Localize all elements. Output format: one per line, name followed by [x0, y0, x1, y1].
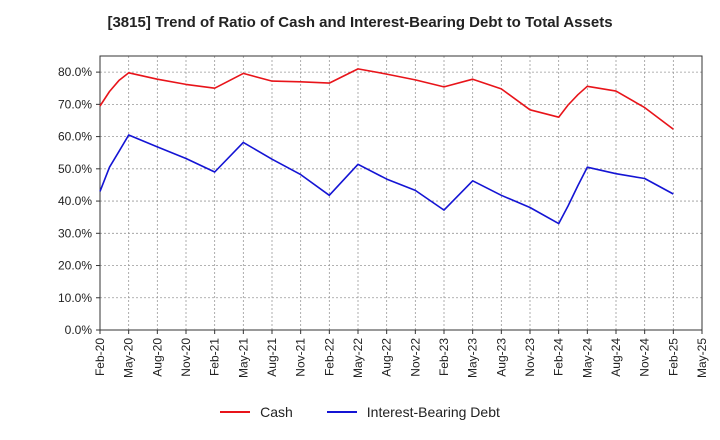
- x-tick-label: Feb-22: [322, 338, 336, 376]
- y-tick-label: 60.0%: [58, 130, 92, 144]
- x-tick-label: Aug-22: [380, 338, 394, 377]
- x-tick-label: Aug-23: [494, 338, 508, 377]
- x-tick-label: Feb-21: [208, 338, 222, 376]
- y-tick-label: 40.0%: [58, 194, 92, 208]
- x-tick-label: May-25: [695, 338, 709, 378]
- x-tick-label: May-20: [122, 338, 136, 378]
- x-tick-label: Nov-20: [179, 338, 193, 377]
- x-tick-label: Nov-21: [294, 338, 308, 377]
- legend-swatch-cash: [220, 411, 251, 413]
- x-tick-label: Nov-22: [408, 338, 422, 377]
- x-tick-label: May-21: [236, 338, 250, 378]
- x-tick-label: Feb-25: [666, 338, 680, 376]
- x-tick-label: Aug-24: [609, 338, 623, 377]
- legend-label-debt: Interest-Bearing Debt: [366, 404, 500, 420]
- y-tick-label: 50.0%: [58, 162, 92, 176]
- legend-item-debt: Interest-Bearing Debt: [326, 404, 500, 420]
- x-tick-label: Nov-23: [523, 338, 537, 377]
- y-tick-label: 20.0%: [58, 259, 92, 273]
- x-tick-label: Nov-24: [638, 338, 652, 377]
- plot-frame: [99, 55, 703, 331]
- y-tick-label: 70.0%: [58, 97, 92, 111]
- x-tick-label: Feb-20: [93, 338, 107, 376]
- x-tick-label: Feb-23: [437, 338, 451, 376]
- chart-title: [3815] Trend of Ratio of Cash and Intere…: [107, 14, 613, 31]
- series-line-interest-bearing-debt: [99, 134, 674, 225]
- legend-swatch-debt: [326, 411, 357, 413]
- legend-label-cash: Cash: [260, 404, 293, 420]
- y-tick-label: 10.0%: [58, 291, 92, 305]
- y-tick-label: 30.0%: [58, 226, 92, 240]
- legend: Cash Interest-Bearing Debt: [0, 404, 720, 420]
- series-line-cash: [99, 68, 674, 130]
- x-tick-label: Aug-20: [150, 338, 164, 377]
- x-tick-label: Aug-21: [265, 338, 279, 377]
- plot-background: [100, 56, 702, 330]
- x-tick-label: Feb-24: [552, 338, 566, 376]
- x-tick-label: May-22: [351, 338, 365, 378]
- x-tick-label: May-23: [466, 338, 480, 378]
- legend-item-cash: Cash: [220, 404, 293, 420]
- y-tick-label: 0.0%: [65, 323, 93, 337]
- y-tick-label: 80.0%: [58, 65, 92, 79]
- x-tick-label: May-24: [580, 338, 594, 378]
